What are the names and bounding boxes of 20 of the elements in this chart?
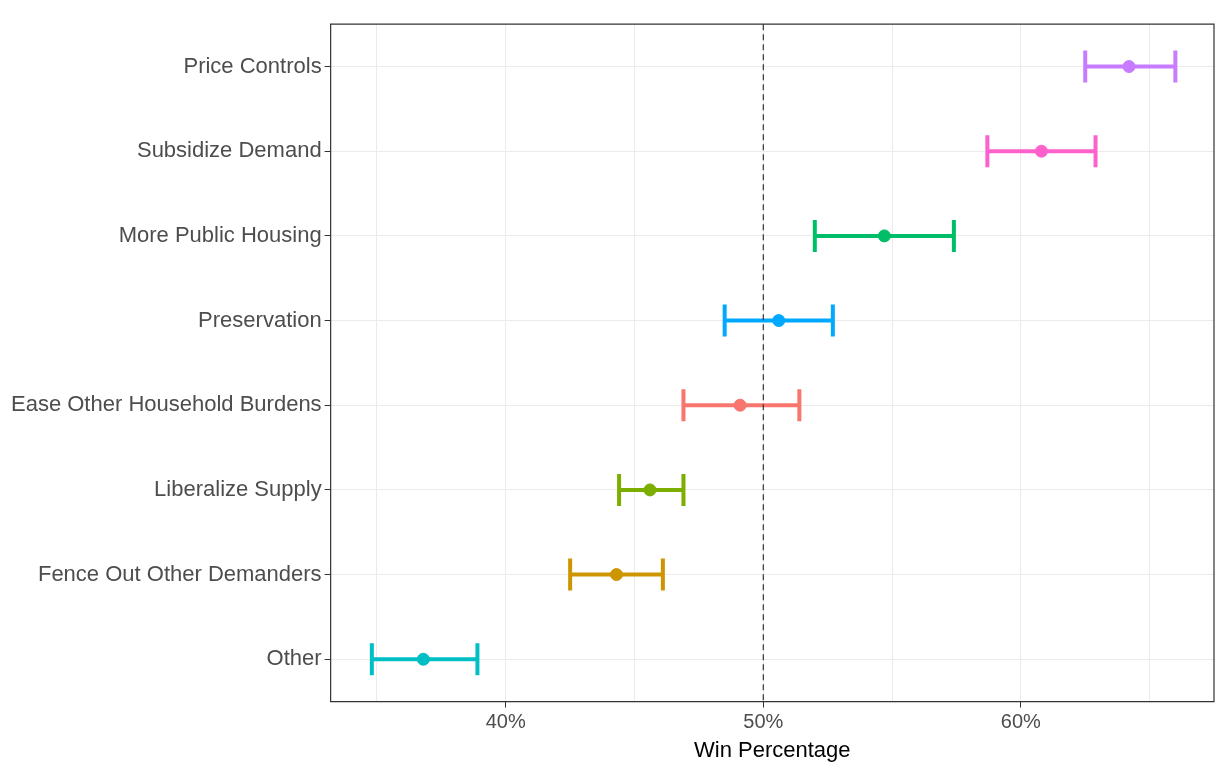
x-tick-label: 50% (743, 710, 784, 733)
point (1034, 144, 1048, 158)
y-tick-label: Other (266, 645, 322, 671)
y-tick-label: More Public Housing (118, 221, 322, 247)
point (772, 314, 786, 328)
point (416, 652, 430, 666)
point (877, 229, 891, 243)
y-tick-label: Price Controls (183, 52, 322, 78)
y-tick-label: Subsidize Demand (136, 137, 322, 163)
point (610, 568, 623, 582)
point (733, 398, 747, 412)
y-tick-label: Fence Out Other Demanders (37, 560, 322, 586)
point (643, 483, 657, 497)
y-tick-label: Preservation (198, 306, 322, 332)
y-tick-label: Liberalize Supply (154, 475, 322, 501)
y-tick-label: Ease Other Household Burdens (10, 391, 322, 417)
x-tick-label: 40% (485, 710, 526, 733)
point (1122, 60, 1136, 74)
x-tick-label: 60% (1000, 710, 1042, 733)
x-axis-title: Win Percentage (694, 736, 851, 762)
